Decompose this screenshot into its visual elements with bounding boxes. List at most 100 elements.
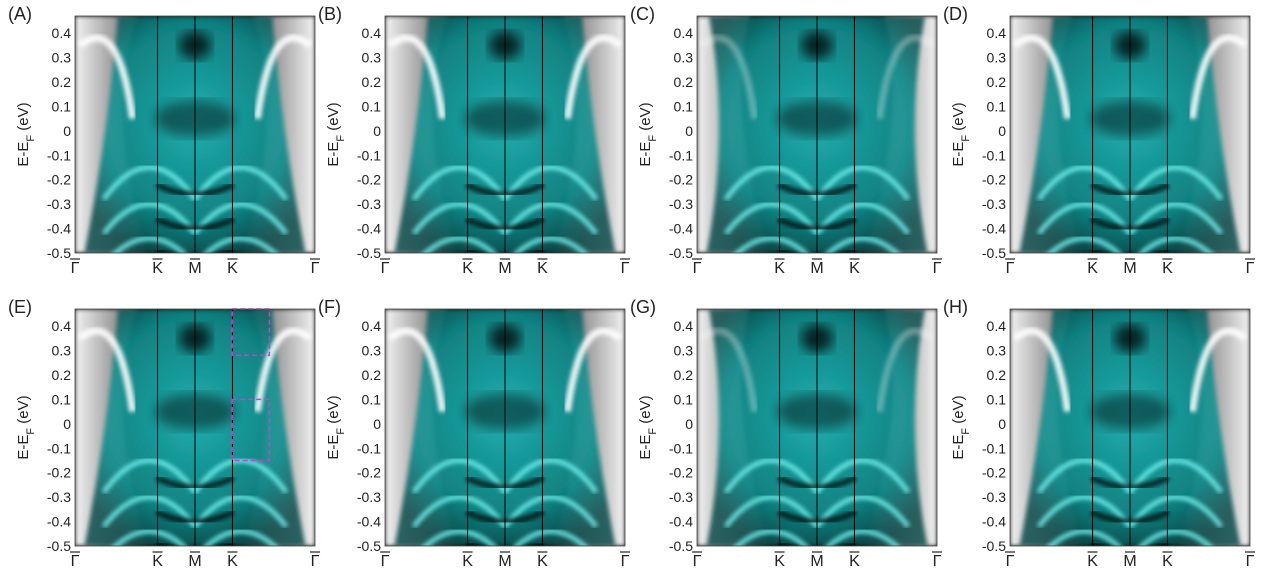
- y-tick-label: 0.1: [52, 391, 72, 407]
- x-tick-label: K: [227, 553, 238, 570]
- x-tick-label: K: [849, 260, 860, 277]
- band-line: [203, 235, 278, 253]
- y-axis-title: E-EF (eV): [637, 102, 659, 166]
- panel: (G) 0.4 0.3 0.2 0.1 0 -0.1 -0.2 -0.3 -0.4 -0.5 E-EF…: [630, 297, 942, 570]
- surface-state-right: [1188, 34, 1248, 120]
- surface-state-left: [1012, 34, 1072, 120]
- spectral-map: [1010, 309, 1250, 546]
- surface-state-right: [563, 327, 623, 413]
- spectral-map: [385, 309, 625, 546]
- x-tick-label: Γ: [381, 260, 390, 277]
- spectral-map: [697, 16, 937, 253]
- y-tick-label: 0: [998, 123, 1006, 139]
- x-tick-label: K: [1087, 260, 1098, 277]
- surface-state-left: [1012, 327, 1072, 413]
- y-tick-label: -0.1: [357, 147, 381, 163]
- band-line: [814, 458, 911, 494]
- band-line: [411, 165, 508, 201]
- y-tick-label: -0.3: [357, 489, 381, 505]
- x-tick-label: Γ: [933, 553, 942, 570]
- band-line: [723, 458, 820, 494]
- y-tick-label: -0.5: [669, 538, 693, 554]
- panel: (D) 0.4 0.3 0.2 0.1 0 -0.1 -0.2 -0.3 -0.4 -0.5 E-EF…: [943, 4, 1255, 277]
- y-tick-label: 0.1: [674, 98, 694, 114]
- band-line: [1128, 494, 1224, 528]
- x-tick-label: Γ: [621, 553, 630, 570]
- highlight-box: [231, 398, 271, 462]
- surface-state-left: [699, 327, 759, 413]
- y-tick-label: 0.3: [52, 343, 72, 359]
- panel: (A) 0.4 0.3 0.2 0.1 0 -0.1 -0.2 -0.3 -0.4 -0.5 E-EF…: [8, 4, 320, 277]
- y-tick-label: -0.2: [669, 465, 693, 481]
- y-tick-label: 0: [998, 416, 1006, 432]
- y-tick-label: 0.2: [674, 367, 694, 383]
- y-tick-label: -0.1: [982, 147, 1006, 163]
- surface-state-right: [563, 34, 623, 120]
- panel-label: (E): [8, 297, 32, 317]
- band-line: [411, 458, 508, 494]
- y-tick-label: -0.4: [357, 221, 381, 237]
- y-tick-label: -0.5: [47, 245, 71, 261]
- x-tick-label: Γ: [693, 553, 702, 570]
- band-line: [734, 528, 809, 546]
- x-tick-label: K: [774, 553, 785, 570]
- y-tick-label: 0.2: [987, 367, 1007, 383]
- plot-frame: [1009, 15, 1251, 254]
- x-tick-label: Γ: [311, 260, 320, 277]
- y-tick-label: -0.2: [982, 172, 1006, 188]
- x-tick-label: K: [152, 553, 163, 570]
- x-tick-label: Γ: [693, 260, 702, 277]
- surface-state-right: [875, 34, 935, 120]
- y-tick-label: 0.3: [987, 50, 1007, 66]
- panel: (H) 0.4 0.3 0.2 0.1 0 -0.1 -0.2 -0.3 -0.4 -0.5 E-EF…: [943, 297, 1255, 570]
- y-tick-label: 0.1: [987, 98, 1007, 114]
- y-tick-label: -0.3: [47, 196, 71, 212]
- panel-label: (H): [943, 297, 968, 317]
- band-line: [513, 528, 588, 546]
- y-tick-label: -0.3: [47, 489, 71, 505]
- plot-frame: [74, 308, 316, 547]
- y-tick-label: -0.5: [47, 538, 71, 554]
- spectral-map: [697, 309, 937, 546]
- panel: (F) 0.4 0.3 0.2 0.1 0 -0.1 -0.2 -0.3 -0.4 -0.5 E-EF…: [318, 297, 630, 570]
- y-tick-label: -0.4: [982, 514, 1006, 530]
- y-tick-label: 0.3: [674, 50, 694, 66]
- band-line: [1036, 201, 1132, 235]
- y-tick-label: -0.2: [357, 465, 381, 481]
- y-axis-title: E-EF (eV): [950, 395, 972, 459]
- y-tick-label: -0.2: [669, 172, 693, 188]
- spectral-map: [75, 309, 315, 546]
- band-line: [1138, 235, 1213, 253]
- y-tick-label: 0.2: [674, 74, 694, 90]
- x-tick-label: M: [810, 260, 823, 277]
- y-tick-label: -0.4: [357, 514, 381, 530]
- band-line: [1036, 165, 1133, 201]
- x-tick-label: Γ: [1246, 260, 1255, 277]
- y-tick-label: -0.5: [982, 538, 1006, 554]
- band-line: [502, 165, 599, 201]
- plot-frame: [384, 15, 626, 254]
- x-tick-label: M: [810, 553, 823, 570]
- band-line: [422, 235, 497, 253]
- y-tick-label: 0.2: [362, 74, 382, 90]
- band-line: [203, 528, 278, 546]
- band-line: [814, 165, 911, 201]
- y-tick-label: 0: [373, 416, 381, 432]
- band-line: [193, 201, 289, 235]
- x-tick-label: K: [1162, 260, 1173, 277]
- band-line: [723, 201, 819, 235]
- x-tick-label: Γ: [71, 260, 80, 277]
- band-line: [1127, 458, 1224, 494]
- y-tick-label: 0.3: [674, 343, 694, 359]
- x-tick-label: Γ: [71, 553, 80, 570]
- panel-label: (D): [943, 4, 968, 24]
- band-line: [503, 494, 599, 528]
- band-line: [723, 494, 819, 528]
- y-axis-title: E-EF (eV): [15, 395, 37, 459]
- y-tick-label: 0.4: [362, 318, 382, 334]
- y-tick-label: -0.3: [669, 196, 693, 212]
- x-tick-label: Γ: [621, 260, 630, 277]
- y-tick-label: 0.4: [52, 25, 72, 41]
- y-tick-label: -0.3: [669, 489, 693, 505]
